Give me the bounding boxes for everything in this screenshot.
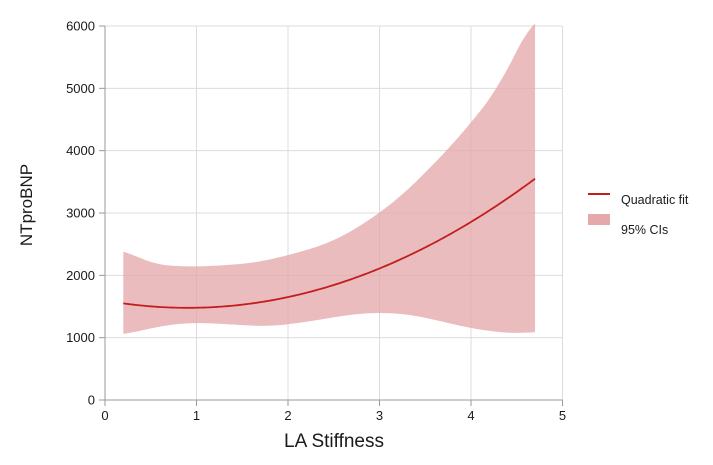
- svg-text:1000: 1000: [66, 330, 95, 345]
- svg-text:6000: 6000: [66, 19, 95, 34]
- svg-text:3000: 3000: [66, 206, 95, 221]
- svg-text:4: 4: [467, 408, 474, 423]
- svg-text:0: 0: [101, 408, 108, 423]
- svg-text:4000: 4000: [66, 143, 95, 158]
- svg-text:3: 3: [376, 408, 383, 423]
- svg-text:0: 0: [88, 393, 95, 408]
- svg-text:2000: 2000: [66, 268, 95, 283]
- svg-text:1: 1: [193, 408, 200, 423]
- svg-text:5000: 5000: [66, 81, 95, 96]
- svg-text:5: 5: [559, 408, 566, 423]
- svg-text:2: 2: [284, 408, 291, 423]
